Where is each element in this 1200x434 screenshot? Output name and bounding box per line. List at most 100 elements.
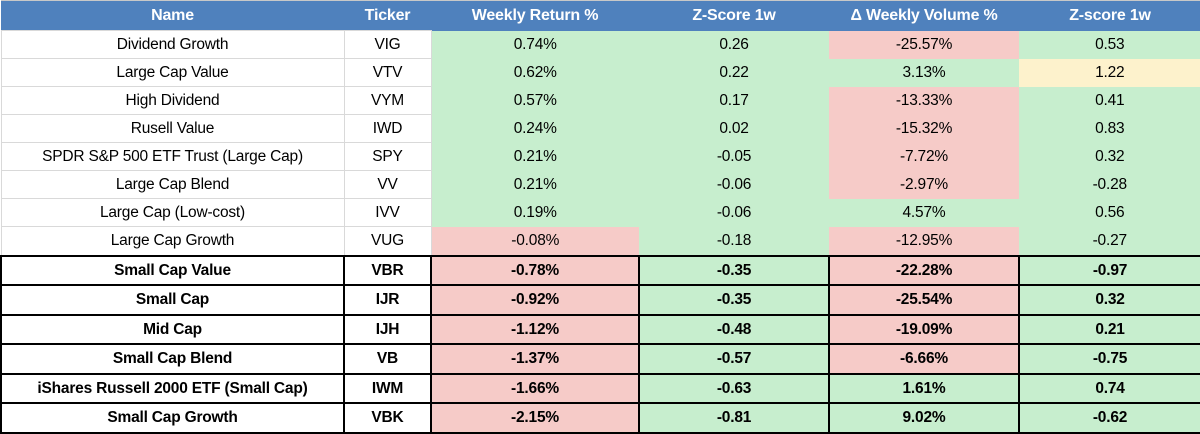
cell-ticker[interactable]: IJR	[343, 284, 432, 316]
cell-value[interactable]: -1.37%	[430, 343, 640, 375]
table-row: Large Cap Blend VV 0.21% -0.06 -2.97% -0.28	[0, 170, 1200, 200]
cell-name[interactable]: Mid Cap	[0, 313, 345, 346]
cell-ticker[interactable]: VB	[343, 343, 432, 375]
table-row: Small Cap Blend VB -1.37% -0.57 -6.66% -0.75	[0, 343, 1200, 375]
cell-value[interactable]: -0.92%	[430, 284, 640, 316]
cell-value[interactable]: -1.12%	[430, 313, 640, 346]
cell-name[interactable]: Large Cap Value	[0, 58, 345, 88]
cell-value[interactable]: -2.97%	[829, 170, 1019, 199]
cell-value[interactable]: 0.17	[639, 86, 829, 115]
header-name: Name	[1, 0, 344, 31]
cell-name[interactable]: Large Cap Growth	[0, 226, 345, 257]
table-row: SPDR S&P 500 ETF Trust (Large Cap) SPY 0.2…	[0, 142, 1200, 172]
cell-value[interactable]: 1.61%	[828, 372, 1020, 405]
cell-ticker[interactable]: VBK	[343, 402, 432, 434]
cell-value[interactable]: 0.57%	[431, 86, 639, 115]
cell-value[interactable]: -0.05	[639, 142, 829, 171]
cell-value[interactable]: -0.06	[639, 198, 829, 227]
table-row: Small Cap Value VBR -0.78% -0.35 -22.28% -0.9…	[0, 254, 1200, 287]
cell-value[interactable]: -0.75	[1018, 343, 1200, 375]
cell-value[interactable]: 0.24%	[431, 114, 639, 143]
cell-value[interactable]: -15.32%	[829, 114, 1019, 143]
cell-name[interactable]: Large Cap (Low-cost)	[0, 198, 345, 228]
cell-value[interactable]: -0.35	[638, 254, 830, 287]
cell-value[interactable]: 0.62%	[431, 58, 639, 87]
cell-value[interactable]: 0.32	[1018, 284, 1200, 316]
cell-value[interactable]: 0.41	[1019, 86, 1200, 115]
cell-name[interactable]: Small Cap Growth	[0, 402, 345, 434]
cell-value[interactable]: -22.28%	[828, 254, 1020, 287]
cell-value[interactable]: 0.22	[639, 58, 829, 87]
cell-ticker[interactable]: VV	[343, 170, 432, 200]
cell-value[interactable]: 0.83	[1019, 114, 1200, 143]
header-weekly-volume: Δ Weekly Volume %	[829, 0, 1019, 31]
cell-name[interactable]: Dividend Growth	[0, 29, 345, 60]
cell-name[interactable]: Small Cap	[0, 284, 345, 316]
cell-value[interactable]: 0.32	[1019, 142, 1200, 171]
cell-value[interactable]: 4.57%	[829, 198, 1019, 227]
table-row: iShares Russell 2000 ETF (Small Cap) IWM -…	[0, 372, 1200, 405]
cell-value[interactable]: -0.78%	[430, 254, 640, 287]
cell-value[interactable]: 0.19%	[431, 198, 639, 227]
cell-ticker[interactable]: VIG	[343, 29, 432, 60]
cell-ticker[interactable]: VUG	[343, 226, 432, 257]
table-row: Large Cap (Low-cost) IVV 0.19% -0.06 4.57% 0.…	[0, 198, 1200, 228]
cell-value[interactable]: -25.57%	[829, 30, 1019, 59]
cell-value[interactable]: -2.15%	[430, 402, 640, 434]
cell-value[interactable]: -0.57	[638, 343, 830, 375]
cell-value[interactable]: 0.21%	[431, 170, 639, 199]
cell-value[interactable]: 0.02	[639, 114, 829, 143]
cell-value[interactable]: 9.02%	[828, 402, 1020, 434]
cell-value[interactable]: -0.06	[639, 170, 829, 199]
cell-ticker[interactable]: VYM	[343, 86, 432, 116]
cell-value[interactable]: 3.13%	[829, 58, 1019, 87]
cell-name[interactable]: Small Cap Blend	[0, 343, 345, 375]
cell-ticker[interactable]: VBR	[343, 254, 432, 287]
cell-value[interactable]: -0.28	[1019, 170, 1200, 199]
cell-ticker[interactable]: IWD	[343, 114, 432, 144]
cell-value[interactable]: -0.62	[1018, 402, 1200, 434]
cell-ticker[interactable]: IVV	[343, 198, 432, 228]
cell-value[interactable]: 0.21	[1018, 313, 1200, 346]
cell-name[interactable]: Rusell Value	[0, 114, 345, 144]
cell-value[interactable]: -13.33%	[829, 86, 1019, 115]
table-body: Dividend Growth VIG 0.74% 0.26 -25.57% 0.53 La…	[0, 29, 1200, 434]
cell-value[interactable]: 0.74%	[431, 30, 639, 59]
cell-value[interactable]: -0.08%	[431, 226, 639, 256]
table-row: Large Cap Growth VUG -0.08% -0.18 -12.95% -0.…	[0, 226, 1200, 257]
cell-value[interactable]: 0.21%	[431, 142, 639, 171]
cell-name[interactable]: iShares Russell 2000 ETF (Small Cap)	[0, 372, 345, 405]
cell-value[interactable]: -0.48	[638, 313, 830, 346]
cell-value[interactable]: -12.95%	[829, 226, 1019, 256]
header-zscore-volume: Z-score 1w	[1019, 0, 1200, 31]
header-zscore-return: Z-Score 1w	[639, 0, 829, 31]
cell-value[interactable]: -0.63	[638, 372, 830, 405]
cell-ticker[interactable]: VTV	[343, 58, 432, 88]
table-row: Small Cap IJR -0.92% -0.35 -25.54% 0.32	[0, 284, 1200, 316]
cell-value[interactable]: 0.26	[639, 30, 829, 59]
cell-ticker[interactable]: IJH	[343, 313, 432, 346]
cell-name[interactable]: Large Cap Blend	[0, 170, 345, 200]
cell-ticker[interactable]: IWM	[343, 372, 432, 405]
cell-value[interactable]: -0.81	[638, 402, 830, 434]
header-weekly-return: Weekly Return %	[431, 0, 639, 31]
cell-value[interactable]: -0.18	[639, 226, 829, 256]
cell-name[interactable]: SPDR S&P 500 ETF Trust (Large Cap)	[0, 142, 345, 172]
cell-value[interactable]: 0.53	[1019, 30, 1200, 59]
cell-value[interactable]: -19.09%	[828, 313, 1020, 346]
cell-value[interactable]: -0.35	[638, 284, 830, 316]
cell-value[interactable]: -25.54%	[828, 284, 1020, 316]
cell-name[interactable]: Small Cap Value	[0, 254, 345, 287]
cell-value[interactable]: 1.22	[1019, 58, 1200, 87]
cell-value[interactable]: -1.66%	[430, 372, 640, 405]
cell-name[interactable]: High Dividend	[0, 86, 345, 116]
table-row: Rusell Value IWD 0.24% 0.02 -15.32% 0.83	[0, 114, 1200, 144]
cell-value[interactable]: 0.74	[1018, 372, 1200, 405]
cell-value[interactable]: -7.72%	[829, 142, 1019, 171]
cell-value[interactable]: -6.66%	[828, 343, 1020, 375]
cell-value[interactable]: -0.97	[1018, 254, 1200, 287]
cell-value[interactable]: -0.27	[1019, 226, 1200, 256]
cell-ticker[interactable]: SPY	[343, 142, 432, 172]
cell-value[interactable]: 0.56	[1019, 198, 1200, 227]
